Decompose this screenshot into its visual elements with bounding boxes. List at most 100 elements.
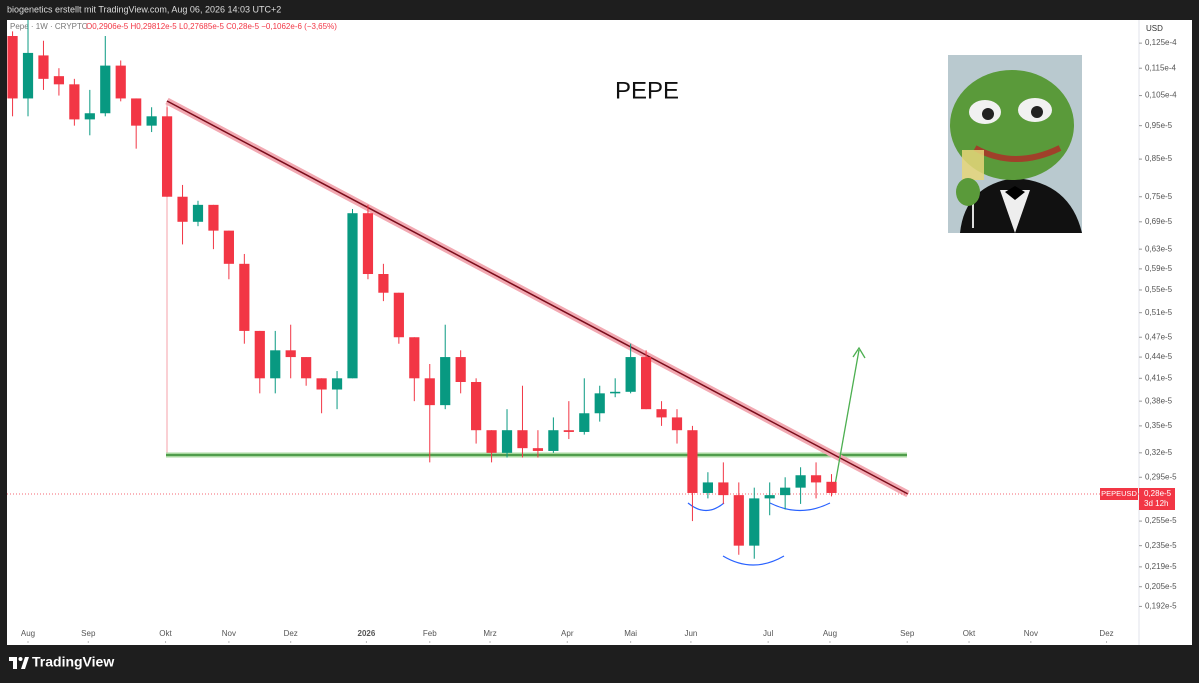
brand-logo — [9, 657, 29, 669]
candle-body — [22, 52, 34, 99]
candle-body — [131, 98, 142, 126]
y-tick-label: 0,105e-4 — [1145, 91, 1177, 100]
candle-body — [254, 330, 265, 379]
x-tick-label: Sep — [81, 629, 96, 638]
x-tick-label: Jun — [684, 629, 697, 638]
x-tick-label: Aug — [823, 629, 837, 638]
candle-body — [239, 263, 250, 331]
y-tick-label: 0,59e-5 — [1145, 264, 1173, 273]
candle-body — [795, 475, 806, 488]
candle-body — [640, 357, 652, 410]
candle-body — [656, 409, 667, 418]
currency: USD — [1146, 24, 1163, 33]
candle-body — [764, 495, 775, 499]
y-tick-label: 0,255e-5 — [1145, 516, 1177, 525]
candle-body — [192, 204, 204, 222]
y-tick-label: 0,55e-5 — [1145, 285, 1173, 294]
candle-body — [702, 482, 713, 493]
legend-ohlc: O0,2906e-5 H0,29812e-5 L0,27685e-5 C0,28… — [86, 22, 337, 31]
meme-image — [948, 55, 1082, 233]
shoulder-arc — [769, 502, 831, 512]
candle-body — [486, 430, 497, 453]
candle-body — [810, 475, 822, 483]
candle-body — [440, 357, 451, 406]
candle-body — [362, 213, 374, 275]
y-tick-label: 0,235e-5 — [1145, 541, 1177, 550]
candle-body — [517, 430, 528, 449]
y-tick-label: 0,205e-5 — [1145, 582, 1177, 591]
candle-body — [393, 292, 404, 338]
price-label: 0,28e-5 — [1144, 489, 1172, 498]
candle-body — [671, 417, 683, 431]
candle-body — [455, 357, 466, 382]
x-tick-label: Apr — [561, 629, 574, 638]
trend-line — [166, 100, 909, 495]
candle-body — [331, 378, 343, 390]
x-tick-label: Jul — [763, 629, 773, 638]
brand: TradingView — [32, 654, 114, 670]
candle-body — [301, 357, 312, 379]
x-tick-label: Nov — [1024, 629, 1038, 638]
y-tick-label: 0,38e-5 — [1145, 396, 1173, 405]
candle-body — [285, 350, 296, 358]
y-tick-label: 0,125e-4 — [1145, 38, 1177, 47]
candle-body — [563, 430, 574, 432]
y-tick-label: 0,69e-5 — [1145, 217, 1173, 226]
x-tick-label: Feb — [423, 629, 437, 638]
candle-body — [347, 213, 358, 379]
countdown-label: 3d 12h — [1144, 499, 1168, 508]
candle-body — [69, 84, 80, 120]
candle-body — [223, 230, 234, 264]
candle-body — [424, 378, 435, 406]
candle-body — [625, 357, 636, 392]
candle-body — [471, 381, 482, 431]
candle-body — [208, 204, 219, 231]
candle-body — [115, 65, 126, 99]
y-tick-label: 0,192e-5 — [1145, 602, 1177, 611]
x-tick-label: 2026 — [358, 629, 376, 638]
candle-body — [826, 481, 837, 493]
y-tick-label: 0,219e-5 — [1145, 562, 1177, 571]
legend-symbol: Pepe · 1W · CRYPTO — [10, 22, 88, 31]
candle-body — [687, 430, 698, 493]
candle-body — [610, 391, 621, 394]
x-tick-label: Mai — [624, 629, 637, 638]
y-tick-label: 0,32e-5 — [1145, 448, 1173, 457]
price-box — [1139, 488, 1175, 510]
x-tick-label: Aug — [21, 629, 35, 638]
candle-body — [270, 350, 281, 379]
y-tick-label: 0,95e-5 — [1145, 121, 1173, 130]
candle-body — [38, 55, 49, 79]
x-tick-label: Dez — [1099, 629, 1113, 638]
candle-body — [749, 498, 760, 546]
y-tick-label: 0,295e-5 — [1145, 472, 1177, 481]
candle-body — [378, 274, 389, 293]
y-tick-label: 0,115e-4 — [1145, 63, 1177, 72]
candle-body — [780, 487, 791, 496]
head-arc — [722, 555, 785, 566]
x-tick-label: Dez — [284, 629, 298, 638]
candle-body — [532, 448, 544, 451]
candle-body — [84, 113, 95, 120]
candle-body — [718, 482, 729, 496]
symbol-box — [1100, 488, 1138, 500]
x-tick-label: Nov — [222, 629, 236, 638]
candle-body — [53, 76, 65, 85]
candle-body — [100, 65, 111, 114]
x-tick-label: Sep — [900, 629, 915, 638]
candle-body — [501, 430, 513, 453]
y-tick-label: 0,85e-5 — [1145, 154, 1173, 163]
x-tick-label: Mrz — [483, 629, 496, 638]
candle-body — [733, 495, 744, 546]
header: biogenetics erstellt mit TradingView.com… — [7, 4, 281, 14]
y-tick-label: 0,63e-5 — [1145, 244, 1173, 253]
shoulder-arc — [687, 502, 725, 512]
candle-body — [177, 196, 188, 222]
y-tick-label: 0,47e-5 — [1145, 332, 1173, 341]
symbol-label: PEPEUSD — [1101, 489, 1137, 498]
candle-body — [548, 430, 559, 451]
candle-body — [146, 116, 157, 126]
candle-body — [161, 116, 173, 197]
x-tick-label: Okt — [963, 629, 976, 638]
